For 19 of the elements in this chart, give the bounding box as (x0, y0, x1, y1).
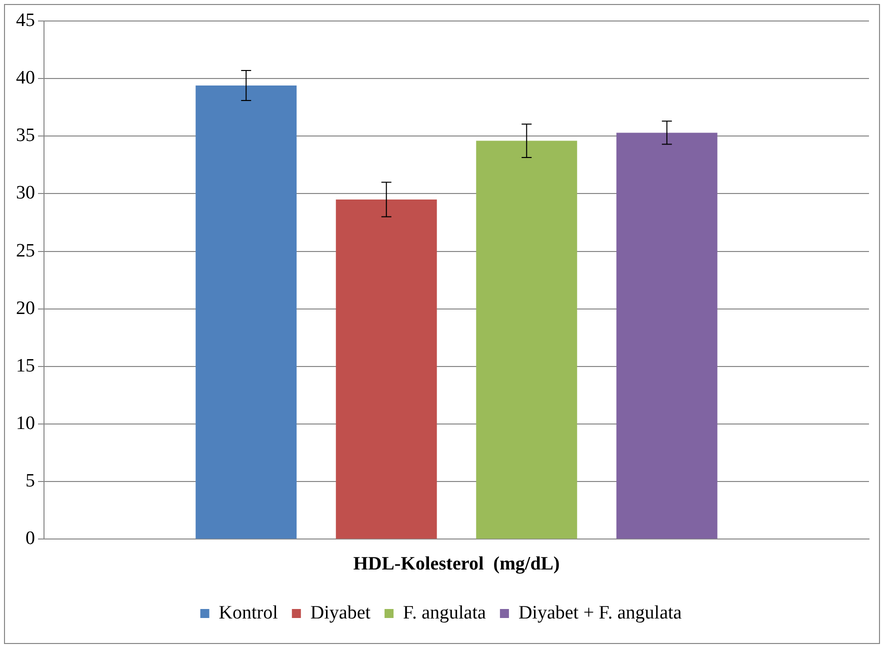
y-tick-label: 25 (16, 240, 35, 262)
legend-label: F. angulata (403, 602, 487, 624)
y-tick-label: 10 (16, 413, 35, 434)
y-tick-label: 35 (16, 125, 35, 146)
y-tick-label: 5 (26, 470, 35, 492)
x-tick-label: HDL-Kolesterol (mg/dL) (353, 554, 560, 575)
y-tick-label: 15 (16, 355, 35, 376)
y-tick-label: 20 (16, 298, 35, 319)
bar (196, 85, 297, 539)
y-tick-label: 0 (26, 528, 35, 550)
y-tick-label: 30 (16, 182, 35, 204)
legend-label: Kontrol (218, 602, 278, 624)
legend-label: Diyabet + F. angulata (518, 602, 682, 624)
y-tick-label: 45 (16, 10, 35, 31)
bar (336, 199, 437, 539)
legend-label: Diyabet (310, 602, 372, 624)
y-tick-label: 40 (16, 68, 35, 89)
bar (476, 140, 578, 539)
bar (616, 132, 718, 539)
